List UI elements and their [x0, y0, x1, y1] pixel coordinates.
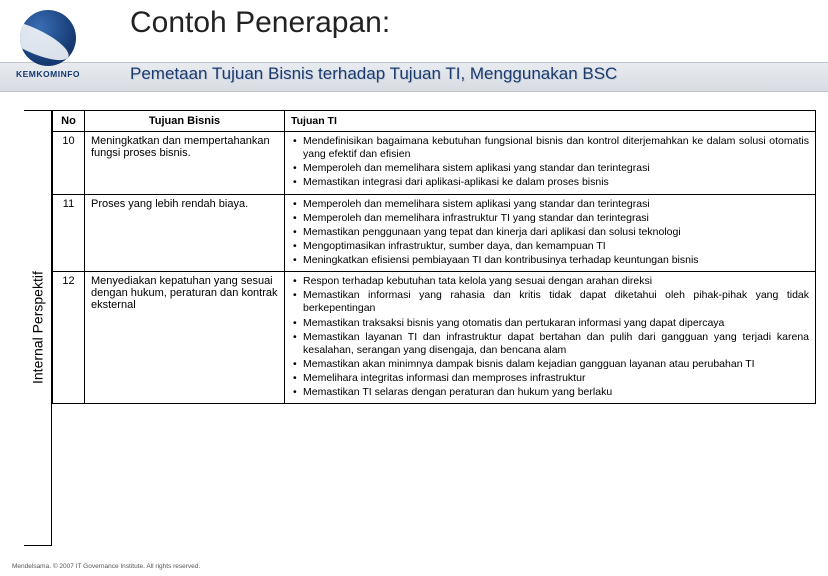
ti-item: Memastikan akan minimnya dampak bisnis d…	[291, 358, 809, 371]
ti-item: Meningkatkan efisiensi pembiayaan TI dan…	[291, 254, 809, 267]
content: Internal Perspektif No Tujuan Bisnis Tuj…	[24, 110, 816, 546]
cell-bisnis: Meningkatkan dan mempertahankan fungsi p…	[85, 132, 285, 195]
ti-item: Memastikan traksaksi bisnis yang otomati…	[291, 317, 809, 330]
cell-no: 10	[53, 132, 85, 195]
cell-ti: Memperoleh dan memelihara sistem aplikas…	[285, 194, 816, 272]
cell-bisnis: Proses yang lebih rendah biaya.	[85, 194, 285, 272]
ti-item: Respon terhadap kebutuhan tata kelola ya…	[291, 275, 809, 288]
ti-item: Memastikan TI selaras dengan peraturan d…	[291, 386, 809, 399]
ti-item: Memastikan penggunaan yang tepat dan kin…	[291, 226, 809, 239]
cell-no: 12	[53, 272, 85, 404]
ti-item: Memastikan integrasi dari aplikasi-aplik…	[291, 176, 809, 189]
ti-item: Mengoptimasikan infrastruktur, sumber da…	[291, 240, 809, 253]
ti-item: Mendefinisikan bagaimana kebutuhan fungs…	[291, 135, 809, 161]
org-logo: KEMKOMINFO	[12, 10, 84, 79]
table-row: 11Proses yang lebih rendah biaya. Mempero…	[53, 194, 816, 272]
cell-bisnis: Menyediakan kepatuhan yang sesuai dengan…	[85, 272, 285, 404]
cell-no: 11	[53, 194, 85, 272]
perspective-label: Internal Perspektif	[24, 110, 52, 546]
mapping-table: No Tujuan Bisnis Tujuan TI 10Meningkatka…	[52, 110, 816, 404]
ti-item: Memastikan informasi yang rahasia dan kr…	[291, 289, 809, 315]
page-subtitle: Pemetaan Tujuan Bisnis terhadap Tujuan T…	[130, 64, 617, 84]
table-header-row: No Tujuan Bisnis Tujuan TI	[53, 111, 816, 132]
col-header-no: No	[53, 111, 85, 132]
page-title: Contoh Penerapan:	[130, 6, 390, 40]
col-header-bisnis: Tujuan Bisnis	[85, 111, 285, 132]
ti-item: Memelihara integritas informasi dan memp…	[291, 372, 809, 385]
ti-item: Memastikan layanan TI dan infrastruktur …	[291, 331, 809, 357]
footer-copyright: Mendelsama. © 2007 IT Governance Institu…	[12, 563, 200, 570]
ti-item: Memperoleh dan memelihara infrastruktur …	[291, 212, 809, 225]
cell-ti: Mendefinisikan bagaimana kebutuhan fungs…	[285, 132, 816, 195]
table-row: 10Meningkatkan dan mempertahankan fungsi…	[53, 132, 816, 195]
cell-ti: Respon terhadap kebutuhan tata kelola ya…	[285, 272, 816, 404]
globe-icon	[20, 10, 76, 66]
ti-item: Memperoleh dan memelihara sistem aplikas…	[291, 198, 809, 211]
ti-item: Memperoleh dan memelihara sistem aplikas…	[291, 162, 809, 175]
logo-label: KEMKOMINFO	[12, 69, 84, 79]
col-header-ti: Tujuan TI	[285, 111, 816, 132]
table-row: 12Menyediakan kepatuhan yang sesuai deng…	[53, 272, 816, 404]
